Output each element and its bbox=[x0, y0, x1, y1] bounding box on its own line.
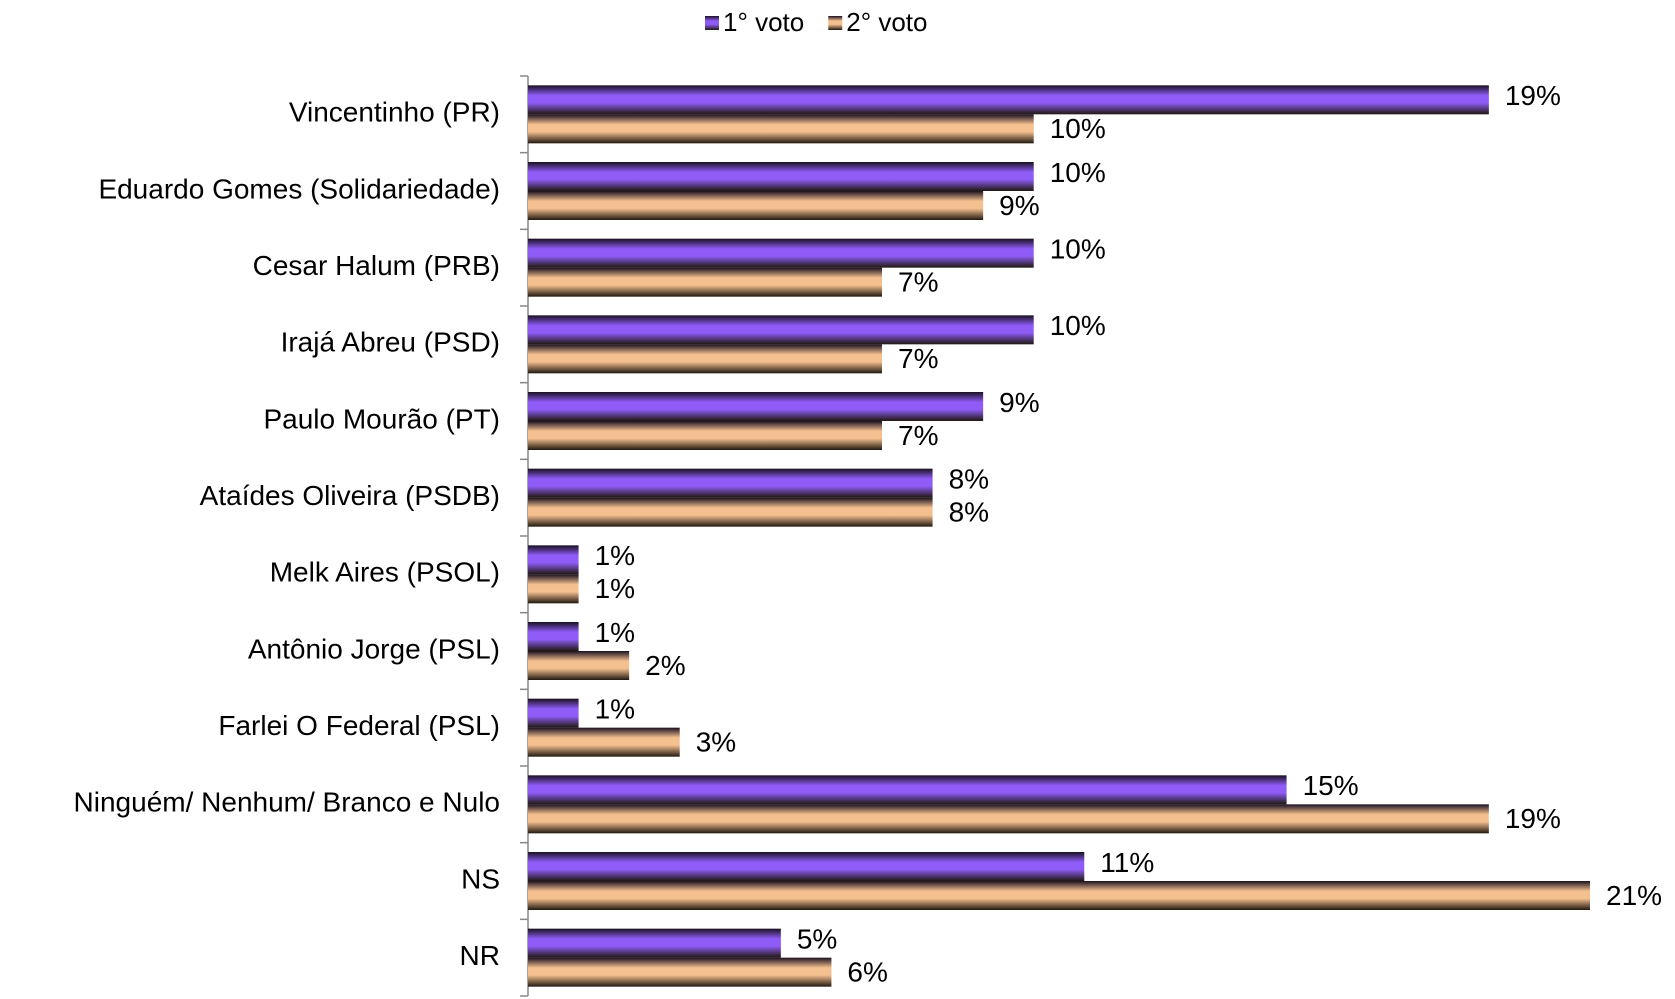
category-label: Farlei O Federal (PSL) bbox=[218, 710, 500, 741]
value-label: 7% bbox=[898, 420, 938, 451]
value-label: 8% bbox=[949, 464, 989, 495]
bar bbox=[528, 344, 882, 374]
bar bbox=[528, 497, 933, 527]
bar bbox=[528, 651, 630, 680]
bar bbox=[528, 162, 1034, 191]
bar bbox=[528, 852, 1085, 881]
value-label: 15% bbox=[1303, 770, 1359, 801]
legend-label: 1° voto bbox=[723, 7, 804, 37]
legend-label: 2° voto bbox=[846, 7, 927, 37]
category-label: Cesar Halum (PRB) bbox=[253, 250, 500, 281]
bar bbox=[528, 574, 579, 604]
value-label: 11% bbox=[1100, 847, 1154, 878]
legend-swatch bbox=[828, 16, 843, 30]
category-label: Vincentinho (PR) bbox=[289, 97, 500, 128]
value-label: 7% bbox=[898, 343, 938, 374]
bar bbox=[528, 392, 984, 421]
value-label: 21% bbox=[1606, 880, 1662, 911]
value-label: 1% bbox=[595, 540, 635, 571]
category-label: NR bbox=[460, 940, 500, 971]
bar bbox=[528, 545, 579, 575]
value-label: 2% bbox=[645, 650, 685, 681]
value-label: 10% bbox=[1050, 234, 1106, 265]
bar bbox=[528, 622, 579, 651]
value-label: 1% bbox=[595, 573, 635, 604]
category-label: Ninguém/ Nenhum/ Branco e Nulo bbox=[74, 787, 500, 818]
value-label: 1% bbox=[595, 617, 635, 648]
value-label: 7% bbox=[898, 267, 938, 298]
value-label: 10% bbox=[1050, 310, 1106, 341]
value-label: 10% bbox=[1050, 157, 1106, 188]
bar bbox=[528, 191, 984, 220]
value-label: 5% bbox=[797, 924, 837, 955]
category-label: Melk Aires (PSOL) bbox=[270, 557, 500, 588]
legend-swatch bbox=[705, 16, 719, 30]
bar bbox=[528, 421, 882, 450]
bar bbox=[528, 114, 1034, 144]
value-label: 1% bbox=[595, 694, 635, 725]
bar bbox=[528, 267, 882, 297]
value-label: 9% bbox=[999, 190, 1039, 221]
value-label: 19% bbox=[1505, 80, 1561, 111]
category-label: Eduardo Gomes (Solidariedade) bbox=[98, 173, 500, 204]
value-label: 19% bbox=[1505, 803, 1561, 834]
bar bbox=[528, 468, 933, 498]
bar bbox=[528, 775, 1287, 805]
bar bbox=[528, 238, 1034, 268]
category-label: Paulo Mourão (PT) bbox=[263, 403, 500, 434]
category-label: Irajá Abreu (PSD) bbox=[281, 327, 500, 358]
bar bbox=[528, 727, 680, 757]
bar bbox=[528, 85, 1489, 115]
category-label: Antônio Jorge (PSL) bbox=[248, 633, 500, 664]
bar bbox=[528, 957, 832, 987]
value-label: 10% bbox=[1050, 113, 1106, 144]
bar bbox=[528, 881, 1590, 910]
bar bbox=[528, 315, 1034, 345]
category-label: Ataídes Oliveira (PSDB) bbox=[200, 480, 500, 511]
bar bbox=[528, 928, 781, 958]
bar bbox=[528, 698, 579, 728]
value-label: 8% bbox=[949, 497, 989, 528]
bar bbox=[528, 804, 1489, 834]
value-label: 3% bbox=[696, 727, 736, 758]
value-label: 6% bbox=[847, 957, 887, 988]
category-label: NS bbox=[461, 863, 500, 894]
value-label: 9% bbox=[999, 387, 1039, 418]
